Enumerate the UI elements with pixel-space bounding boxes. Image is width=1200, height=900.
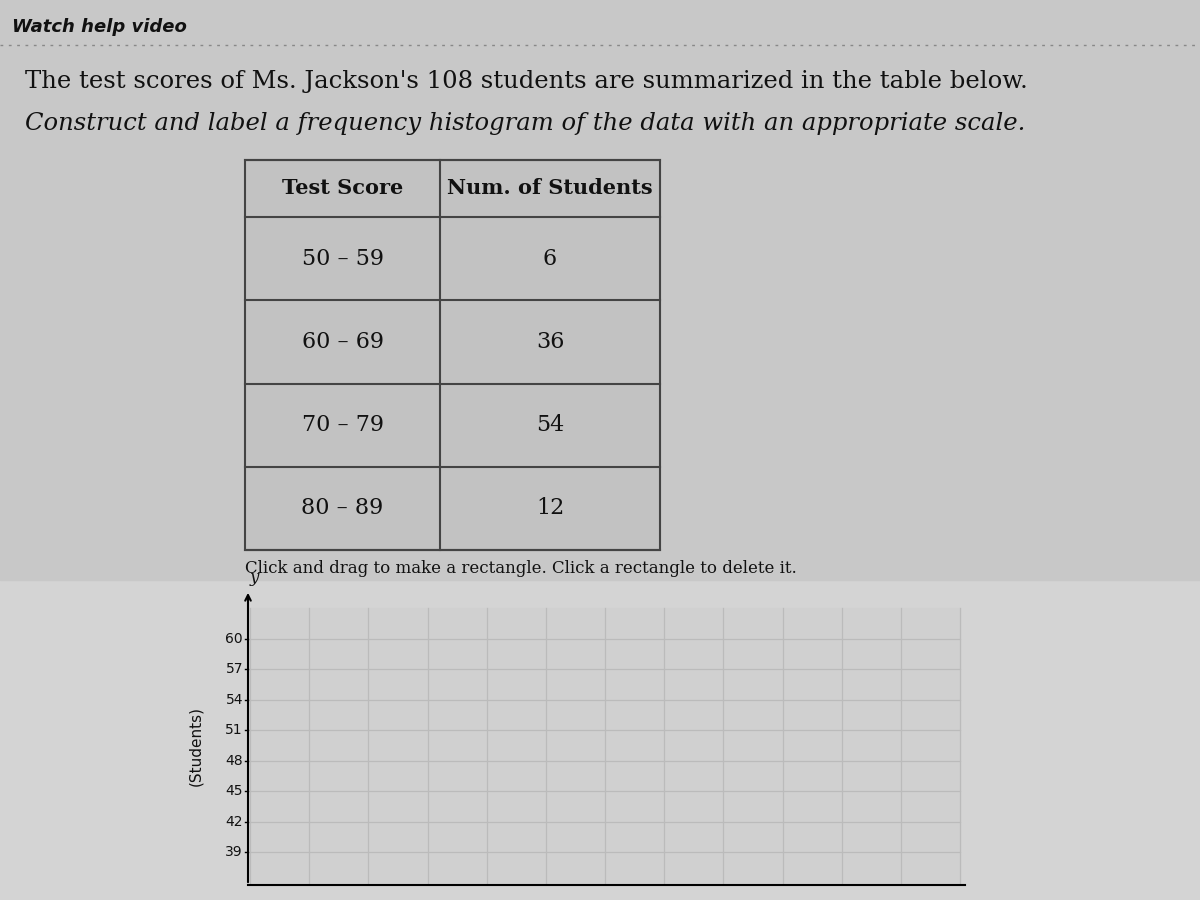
Text: 12: 12: [536, 498, 564, 519]
Text: 6: 6: [542, 248, 557, 270]
Text: 45: 45: [226, 784, 242, 798]
Text: 57: 57: [226, 662, 242, 676]
Text: 80 – 89: 80 – 89: [301, 498, 384, 519]
Text: 48: 48: [226, 754, 242, 768]
Text: 36: 36: [536, 331, 564, 353]
Text: 54: 54: [536, 414, 564, 436]
Text: 50 – 59: 50 – 59: [301, 248, 384, 270]
Text: 60 – 69: 60 – 69: [301, 331, 384, 353]
Text: (Students): (Students): [188, 706, 204, 786]
Text: Construct and label a frequency histogram of the data with an appropriate scale.: Construct and label a frequency histogra…: [25, 112, 1025, 135]
Bar: [245, 160, 660, 550]
Text: 42: 42: [226, 814, 242, 829]
Text: 51: 51: [226, 724, 242, 737]
Bar: [0, 0, 1200, 580]
Bar: [250, 608, 960, 883]
Text: Watch help video: Watch help video: [12, 18, 187, 36]
Text: 70 – 79: 70 – 79: [301, 414, 384, 436]
Text: 39: 39: [226, 845, 242, 859]
Text: The test scores of Ms. Jackson's 108 students are summarized in the table below.: The test scores of Ms. Jackson's 108 stu…: [25, 70, 1027, 93]
Text: 60: 60: [226, 632, 242, 645]
Text: Click and drag to make a rectangle. Click a rectangle to delete it.: Click and drag to make a rectangle. Clic…: [245, 560, 797, 577]
Text: Test Score: Test Score: [282, 178, 403, 198]
Text: 54: 54: [226, 693, 242, 706]
Text: Num. of Students: Num. of Students: [448, 178, 653, 198]
Bar: [245, 160, 660, 550]
Text: y: y: [250, 569, 259, 586]
